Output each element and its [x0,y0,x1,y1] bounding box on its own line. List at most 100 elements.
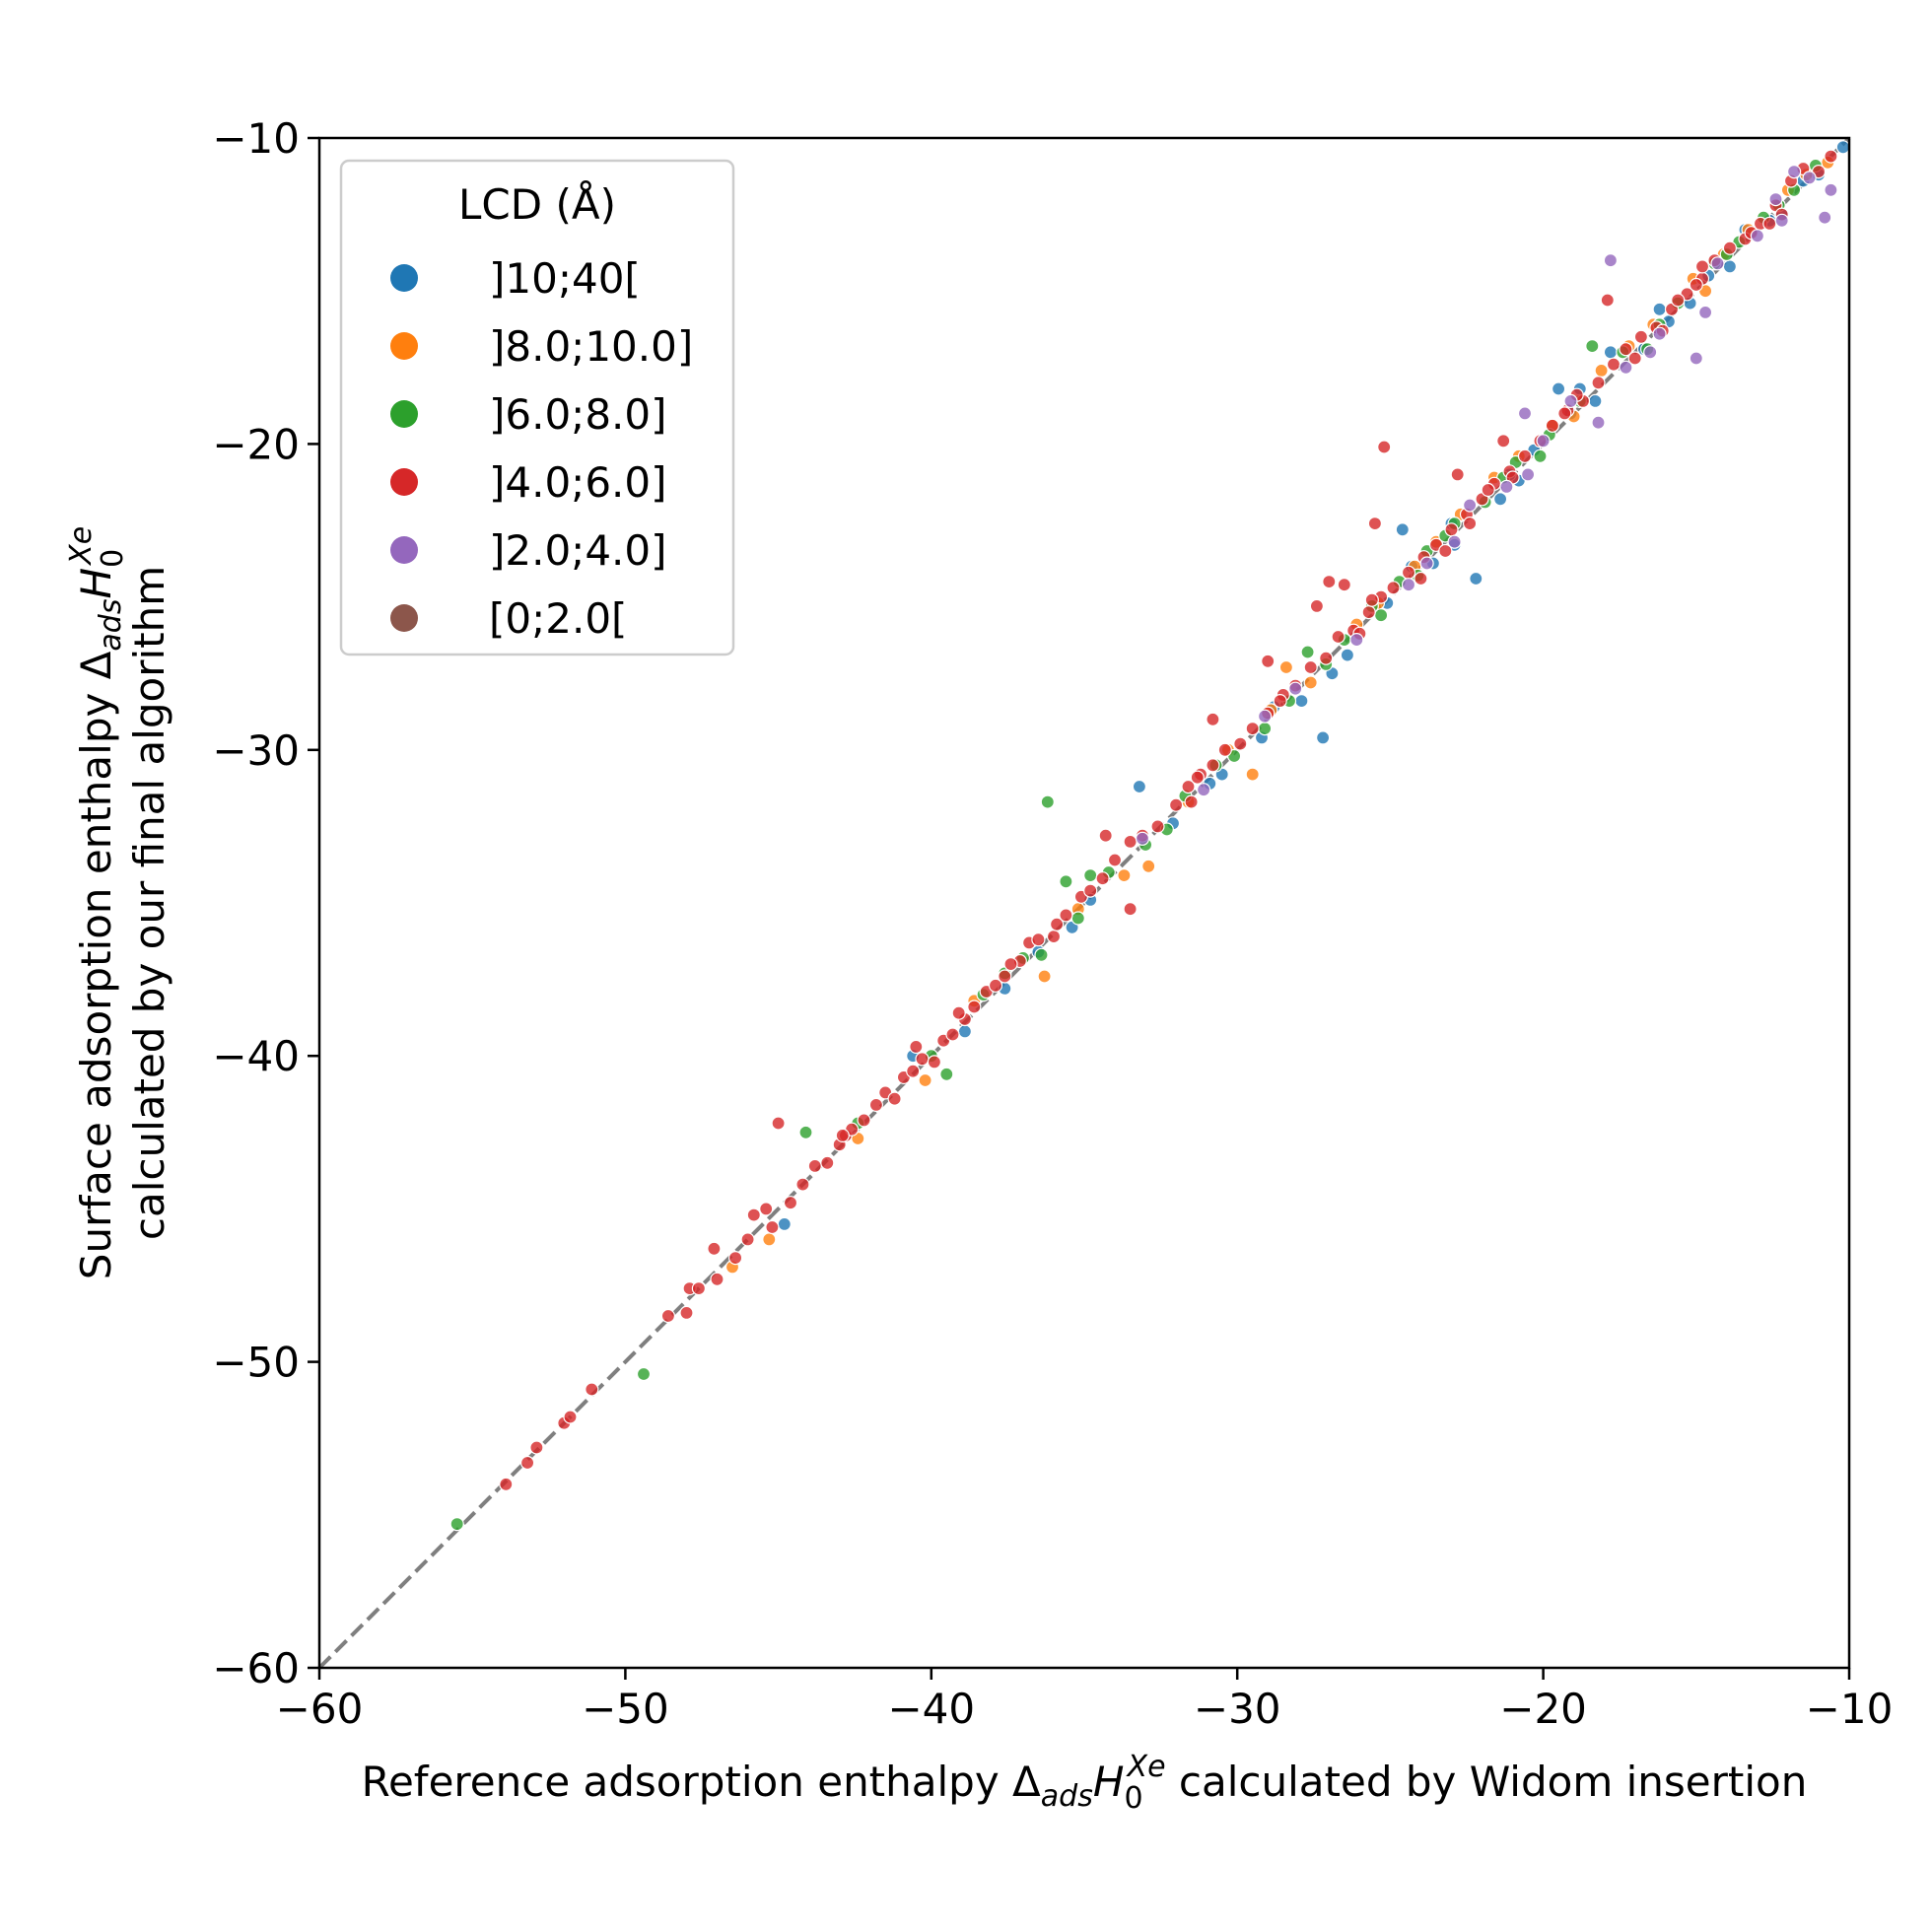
data-point [710,1272,724,1286]
legend-entries: ]10;40[]8.0;10.0]]6.0;8.0]]4.0;6.0]]2.0;… [390,254,693,643]
data-point [1003,956,1018,972]
x-tick-label: −50 [582,1685,669,1733]
data-point [1627,351,1642,366]
data-point [1319,651,1334,665]
data-point [707,1241,722,1256]
data-point [918,1072,932,1088]
y-axis-label-line1: Surface adsorption enthalpy ΔadsH0Xe [64,526,130,1279]
data-point [1496,434,1511,448]
data-point [1619,342,1633,357]
data-point [746,1208,761,1222]
data-point [1536,434,1551,448]
data-point [1401,565,1416,580]
data-point [529,1440,544,1455]
data-point [1557,406,1572,421]
data-point [1694,259,1710,274]
data-point [1652,326,1667,341]
data-point [679,1305,694,1321]
x-tick-label: −10 [1806,1685,1894,1733]
data-point [519,1455,535,1471]
data-point [1190,770,1205,785]
data-point [783,1196,798,1210]
data-point [1414,571,1428,586]
data-point [1401,578,1416,592]
data-point [795,1177,810,1192]
data-point [1603,253,1619,268]
data-point [807,1158,822,1174]
data-point [1034,947,1049,962]
data-point [1070,911,1085,926]
data-point [660,1308,676,1324]
data-point [1462,516,1478,531]
data-point [1520,467,1536,482]
data-point [1037,969,1052,984]
y-tick-label: −40 [212,1032,300,1080]
data-point [1517,448,1533,463]
legend-item: ]10;40[ [390,254,641,303]
data-point [1619,360,1633,375]
data-point [1563,393,1578,408]
data-point [1364,592,1379,607]
y-tick-label: −10 [212,114,300,163]
data-point [1722,241,1738,255]
data-point [1481,482,1495,498]
data-point [1095,871,1110,886]
data-point [915,1052,930,1067]
data-point [1206,758,1220,773]
data-point [1340,648,1355,662]
legend-title: LCD (Å) [458,179,616,229]
x-tick-label: −40 [887,1685,975,1733]
legend-marker [390,468,418,496]
legend-marker [390,400,418,428]
data-point [820,1155,835,1170]
data-point [1585,339,1600,354]
legend-label: ]8.0;10.0] [489,322,693,371]
legend-label: ]6.0;8.0] [489,390,667,439]
data-point [1135,831,1150,846]
data-point [1196,783,1211,797]
data-point [798,1125,813,1139]
data-point [1818,210,1832,225]
data-point [1395,522,1410,537]
data-point [1447,534,1462,549]
legend-item: ]4.0;6.0] [390,458,667,507]
data-point [906,1064,921,1078]
data-point [1600,293,1615,308]
data-point [1257,721,1273,736]
legend-item: ]6.0;8.0] [390,390,667,439]
reference-line-layer [317,136,1851,1670]
data-point [967,1000,982,1014]
data-point [1768,192,1783,207]
data-point [1040,794,1055,809]
data-point [1671,293,1686,308]
data-point [759,1202,774,1216]
data-point [1603,345,1619,360]
data-point [1594,363,1609,378]
x-tick-label: −20 [1499,1685,1587,1733]
data-point [1762,216,1777,231]
data-point [945,1027,960,1042]
data-point [1499,479,1514,494]
data-point [1217,742,1232,757]
data-point [762,1232,777,1247]
data-point [1031,932,1046,947]
data-point [1107,853,1123,867]
plot-area-frame [317,136,1851,1670]
data-point [1551,381,1566,396]
data-point [1132,779,1147,794]
legend-marker [390,604,418,632]
legend-item: ]8.0;10.0] [390,322,693,371]
data-point [1591,376,1606,390]
data-point [1059,874,1073,889]
series-4 [1135,165,1838,846]
data-point [563,1410,578,1424]
data-point [1294,693,1309,709]
data-point [1824,182,1838,197]
y-tick-label: −30 [212,726,300,775]
data-point [1300,645,1315,659]
data-point [1245,767,1260,782]
y-tick-label: −20 [212,420,300,468]
legend-label: [0;2.0[ [489,594,627,643]
legend-item: [0;2.0[ [390,594,627,643]
data-point [835,1128,850,1143]
